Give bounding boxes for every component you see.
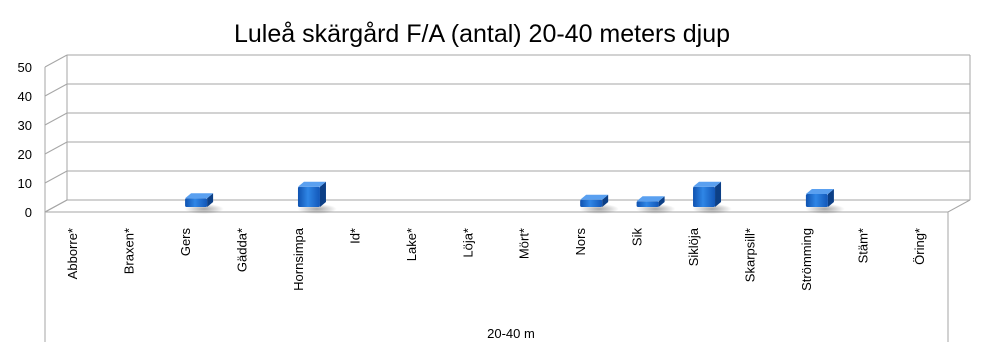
x-tick-label: Stäm* — [855, 228, 870, 263]
bar — [636, 201, 659, 207]
y-tick-label: 10 — [18, 176, 32, 191]
gridline-side — [44, 141, 68, 155]
x-tick-label: Strömming — [799, 228, 814, 291]
bar-top — [636, 196, 665, 202]
bar-side — [319, 181, 326, 207]
x-tick-label: Gädda* — [235, 228, 250, 272]
bar-top — [805, 188, 834, 194]
bar — [185, 198, 208, 207]
bar-top — [297, 181, 326, 187]
x-tick-labels: Abborre* Braxen* Gers Gädda* Hornsimpa Id* Lak… — [65, 227, 927, 291]
bar-side — [827, 188, 834, 207]
bar-side — [207, 193, 214, 207]
gridline-side — [44, 83, 68, 97]
x-tick-label: Braxen* — [122, 228, 137, 274]
bars — [184, 181, 845, 214]
y-tick-label: 20 — [18, 147, 32, 162]
y-tick-label: 30 — [18, 118, 32, 133]
bar-top — [693, 181, 722, 187]
y-tick-labels: 0 10 20 30 40 50 — [18, 60, 32, 220]
gridline-side — [44, 170, 68, 184]
x-tick-label: Sik — [630, 228, 645, 247]
x-tick-label: Öring* — [912, 228, 927, 265]
x-tick-label: Abborre* — [65, 228, 80, 279]
grid — [44, 54, 970, 213]
bar-side — [658, 196, 665, 207]
x-tick-label: Skarpsill* — [742, 228, 757, 282]
x-tick-label: Nors — [573, 228, 588, 256]
bar-top — [185, 193, 214, 199]
bar-top — [580, 194, 609, 200]
x-axis-title: 20-40 m — [487, 326, 535, 341]
bar — [693, 186, 716, 207]
x-tick-label: Hornsimpa — [291, 227, 306, 291]
x-tick-label: Mört* — [517, 228, 532, 259]
gridline-side — [44, 112, 68, 126]
gridline-side — [44, 54, 68, 68]
x-tick-label: Gers — [178, 228, 193, 257]
chart-title: Luleå skärgård F/A (antal) 20-40 meters … — [234, 20, 730, 48]
bar — [297, 186, 320, 207]
bar-side — [602, 194, 609, 207]
bar — [805, 193, 828, 207]
bar-side — [715, 181, 722, 207]
x-tick-label: Löja* — [460, 228, 475, 258]
x-tick-label: Siklöja — [686, 227, 701, 266]
y-tick-label: 40 — [18, 89, 32, 104]
bar — [580, 199, 603, 207]
y-tick-label: 50 — [18, 60, 32, 75]
x-tick-label: Lake* — [404, 228, 419, 261]
y-tick-label: 0 — [25, 205, 32, 220]
x-tick-label: Id* — [347, 228, 362, 244]
